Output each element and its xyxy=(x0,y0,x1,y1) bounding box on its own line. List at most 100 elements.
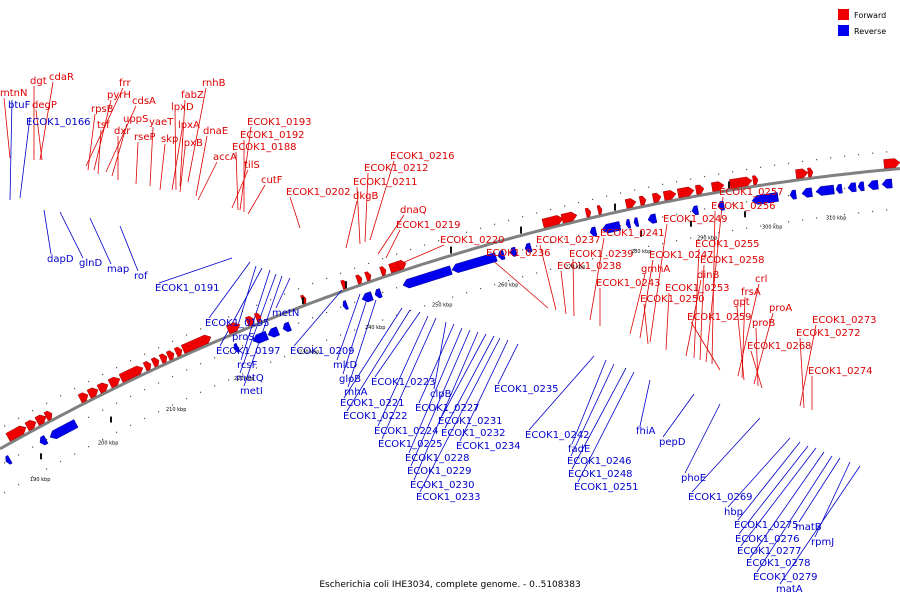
forward-gene-arrow xyxy=(662,190,677,201)
forward-gene-arrow xyxy=(795,168,809,179)
reverse-gene-arrow xyxy=(847,182,857,193)
reverse-connector xyxy=(239,273,277,374)
kbp-tick-label: 300 kbp xyxy=(762,225,782,231)
track-dot xyxy=(802,219,804,221)
forward-connector xyxy=(35,109,43,161)
forward-connector xyxy=(364,172,369,243)
forward-gene-label: ECOK1_0272 xyxy=(796,328,861,339)
forward-gene-label: fabZ xyxy=(181,90,204,101)
forward-connector xyxy=(171,129,183,191)
track-dot xyxy=(368,262,370,265)
reverse-connector xyxy=(749,451,825,559)
reverse-connector xyxy=(738,445,809,535)
track-dot xyxy=(214,385,216,387)
forward-gene-arrow xyxy=(5,425,27,442)
track-dot xyxy=(158,411,160,413)
reverse-gene-label: proS xyxy=(232,332,255,343)
forward-connector xyxy=(799,337,805,409)
label-connectors xyxy=(3,81,861,585)
reverse-connector xyxy=(208,261,251,319)
kbp-ticks: 190 kbp 200 kbp 210 kbp 220 kbp 230 kbp 240 k… xyxy=(30,216,846,483)
kbp-tick-label: 240 kbp xyxy=(365,325,385,331)
track-dot xyxy=(256,367,258,369)
reverse-gene-label: ECOK1_0231 xyxy=(438,416,503,427)
track-dot xyxy=(116,367,118,369)
forward-gene-label: dgt xyxy=(30,76,47,87)
reverse-gene-label: ECOK1_0248 xyxy=(568,469,633,480)
track-dot xyxy=(522,276,524,278)
reverse-gene-label: ECOK1_0227 xyxy=(415,403,480,414)
track-dot xyxy=(102,373,104,376)
marker-tick xyxy=(450,246,452,254)
track-dot xyxy=(830,157,832,159)
kbp-tick-label: 190 kbp xyxy=(30,477,50,483)
forward-connector xyxy=(693,248,700,359)
forward-connector xyxy=(179,99,186,187)
marker-tick xyxy=(640,230,642,237)
track-dot xyxy=(774,164,776,166)
reverse-gene-arrow xyxy=(361,291,374,303)
track-dot xyxy=(746,201,748,203)
track-dot xyxy=(522,249,524,251)
forward-gene-label: dxr xyxy=(114,126,131,137)
track-dot xyxy=(382,319,384,321)
track-dot xyxy=(46,438,48,441)
reverse-connector xyxy=(381,317,437,440)
reverse-gene-label: ECOK1_0221 xyxy=(340,398,405,409)
forward-gene-label: gpt xyxy=(733,297,750,308)
reverse-connector xyxy=(737,441,801,521)
track-dot xyxy=(662,216,664,218)
track-dot xyxy=(690,211,692,213)
track-dot xyxy=(718,232,720,234)
forward-connector xyxy=(643,303,649,345)
genome-caption: Escherichia coli IHE3034, complete genom… xyxy=(319,580,580,590)
reverse-gene-arrow xyxy=(267,326,280,338)
forward-connector xyxy=(572,258,575,317)
forward-gene-label: ECOK1_0253 xyxy=(665,283,730,294)
reverse-connector xyxy=(413,331,479,481)
track-dot xyxy=(620,251,622,254)
track-dot xyxy=(396,287,398,289)
track-dot xyxy=(130,360,132,362)
track-dot xyxy=(158,347,160,349)
track-dot xyxy=(228,351,230,353)
track-dot xyxy=(298,350,300,352)
reverse-connector xyxy=(441,333,487,417)
forward-gene-label: tilS xyxy=(244,160,260,171)
forward-gene-label: ECOK1_0258 xyxy=(700,255,765,266)
reverse-connector xyxy=(497,343,519,385)
forward-connector xyxy=(111,123,128,177)
forward-gene-label: lpxA xyxy=(178,120,200,131)
reverse-connector xyxy=(418,323,455,404)
marker-tick xyxy=(690,220,692,227)
forward-gene-arrow xyxy=(596,205,603,215)
forward-gene-label: gmhA xyxy=(641,264,670,275)
forward-gene-label: frsA xyxy=(741,287,761,298)
track-dot xyxy=(858,154,860,156)
track-dot xyxy=(200,391,202,393)
track-dot xyxy=(844,214,846,216)
forward-gene-arrow xyxy=(142,361,152,372)
forward-gene-label: yaeT xyxy=(149,117,174,128)
reverse-gene-label: pepD xyxy=(659,437,686,448)
track-dot xyxy=(690,237,692,239)
track-dot xyxy=(340,272,342,274)
track-dot xyxy=(172,404,174,406)
reverse-connector xyxy=(347,299,377,388)
forward-gene-label: dnaE xyxy=(203,126,228,137)
forward-connector xyxy=(105,105,137,173)
track-dot xyxy=(760,166,762,168)
marker-tick xyxy=(728,181,730,189)
forward-gene-arrow xyxy=(396,259,407,271)
forward-gene-arrow xyxy=(584,207,592,218)
reverse-connector xyxy=(119,225,139,272)
forward-connector xyxy=(665,292,670,351)
forward-gene-label: mtnN xyxy=(0,88,27,99)
track-dot xyxy=(228,316,230,318)
kbp-tick-label: 260 kbp xyxy=(498,282,518,288)
track-dot xyxy=(830,215,832,217)
reverse-connector xyxy=(219,267,263,347)
forward-connector xyxy=(93,99,112,171)
track-dot xyxy=(788,195,790,197)
forward-gene-arrow xyxy=(34,414,47,426)
